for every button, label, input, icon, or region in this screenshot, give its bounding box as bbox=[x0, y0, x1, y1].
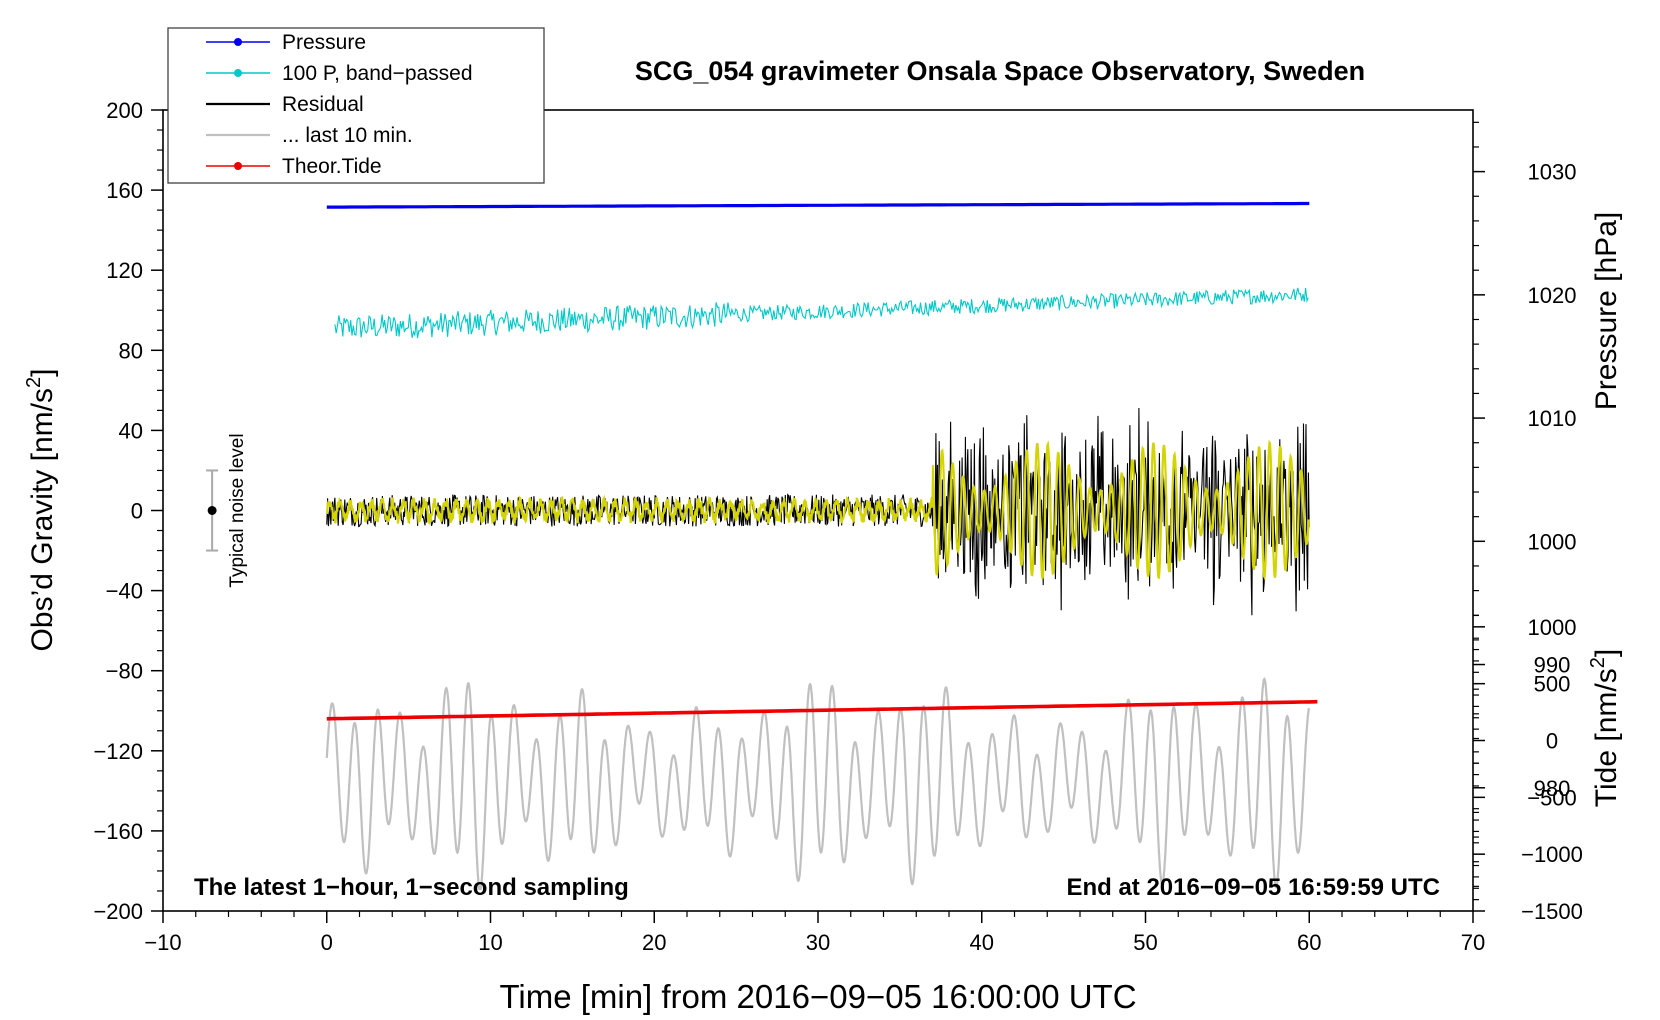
x-tick-label: 60 bbox=[1297, 930, 1321, 955]
series-layer bbox=[325, 201, 1318, 891]
x-tick-label: 30 bbox=[806, 930, 830, 955]
series-theoretical-tide bbox=[326, 699, 1318, 721]
x-tick-label: 50 bbox=[1133, 930, 1157, 955]
x-tick-label: 10 bbox=[478, 930, 502, 955]
y-tick-label: 200 bbox=[106, 98, 143, 123]
y-axis-title: Obs’d Gravity [nm/s2] bbox=[23, 369, 59, 652]
y-tick-label: −120 bbox=[93, 739, 143, 764]
noise-indicator: Typical noise level bbox=[206, 433, 248, 588]
legend-swatch-marker bbox=[234, 162, 242, 170]
y-tick-label: 40 bbox=[119, 418, 143, 443]
series-filtered-residual bbox=[326, 439, 1310, 581]
x-axis-title: Time [min] from 2016−09−05 16:00:00 UTC bbox=[499, 978, 1136, 1015]
series-pressure-band-passed bbox=[334, 287, 1309, 339]
pressure-tick-label: 990 bbox=[1534, 653, 1571, 678]
pressure-tick-label: 1030 bbox=[1528, 160, 1577, 185]
pressure-tick-label: 980 bbox=[1534, 776, 1571, 801]
tide-tick-label: −1000 bbox=[1521, 842, 1583, 867]
x-tick-label: 20 bbox=[642, 930, 666, 955]
pressure-tick-label: 1000 bbox=[1528, 529, 1577, 554]
legend-entry: ... last 10 min. bbox=[206, 124, 413, 147]
y-tick-label: 160 bbox=[106, 178, 143, 203]
y-tick-label: 80 bbox=[119, 338, 143, 363]
noise-center-dot bbox=[207, 506, 217, 515]
tide-tick-label: 500 bbox=[1534, 672, 1571, 697]
x-tick-label: 0 bbox=[321, 930, 333, 955]
tide-axis-title-close: ] bbox=[1590, 649, 1623, 657]
chart-title: SCG_054 gravimeter Onsala Space Observat… bbox=[635, 56, 1365, 86]
x-tick-label: −10 bbox=[144, 930, 181, 955]
end-time-note: End at 2016−09−05 16:59:59 UTC bbox=[1066, 874, 1440, 901]
legend: Pressure 100 P, band−passed Residual ... la… bbox=[167, 27, 545, 184]
tide-tick-label: 0 bbox=[1546, 729, 1558, 754]
axes-layer: −10 0 10 20 30 40 50 60 70−200−160−120−80−400408… bbox=[93, 98, 1582, 955]
pressure-axis-title: Pressure [hPa] bbox=[1590, 212, 1623, 410]
tide-axis-title: Tide [nm/s2] bbox=[1587, 649, 1623, 807]
legend-label: 100 P, band−passed bbox=[282, 62, 473, 85]
series-pressure bbox=[326, 201, 1310, 209]
y-tick-label: −40 bbox=[106, 579, 143, 604]
tide-tick-label: −1500 bbox=[1521, 899, 1583, 924]
legend-items: Pressure 100 P, band−passed Residual ... la… bbox=[206, 31, 473, 178]
legend-swatch-marker bbox=[234, 38, 242, 46]
y-tick-label: −80 bbox=[106, 659, 143, 684]
legend-swatch-marker bbox=[234, 69, 242, 77]
y-axis-title-text: Obs’d Gravity [nm/s bbox=[26, 388, 59, 651]
sampling-note: The latest 1−hour, 1−second sampling bbox=[194, 874, 629, 901]
x-tick-label: 40 bbox=[970, 930, 994, 955]
y-tick-label: −200 bbox=[93, 899, 143, 924]
legend-entry: Theor.Tide bbox=[206, 155, 382, 178]
legend-label: Theor.Tide bbox=[282, 155, 382, 178]
y-axis-title-close: ] bbox=[26, 369, 59, 377]
pressure-tick-label: 1010 bbox=[1528, 406, 1577, 431]
legend-label: Pressure bbox=[282, 31, 366, 54]
x-tick-label: 70 bbox=[1461, 930, 1485, 955]
legend-box bbox=[167, 27, 545, 184]
noise-label: Typical noise level bbox=[227, 433, 248, 587]
tide-tick-label: 1000 bbox=[1528, 615, 1577, 640]
legend-label: Residual bbox=[282, 93, 364, 116]
y-tick-label: 0 bbox=[131, 499, 143, 524]
legend-entry: Pressure bbox=[206, 31, 366, 54]
y-tick-label: −160 bbox=[93, 819, 143, 844]
y-tick-label: 120 bbox=[106, 258, 143, 283]
tide-axis-title-text: Tide [nm/s bbox=[1590, 668, 1623, 807]
pressure-tick-label: 1020 bbox=[1528, 283, 1577, 308]
tide-tick-label: −500 bbox=[1527, 785, 1577, 810]
legend-entry: Residual bbox=[206, 93, 364, 116]
legend-label: ... last 10 min. bbox=[282, 124, 413, 147]
legend-entry: 100 P, band−passed bbox=[206, 62, 473, 85]
y-axis-title-sup: 2 bbox=[23, 377, 45, 388]
tide-axis-title-sup: 2 bbox=[1587, 657, 1609, 668]
